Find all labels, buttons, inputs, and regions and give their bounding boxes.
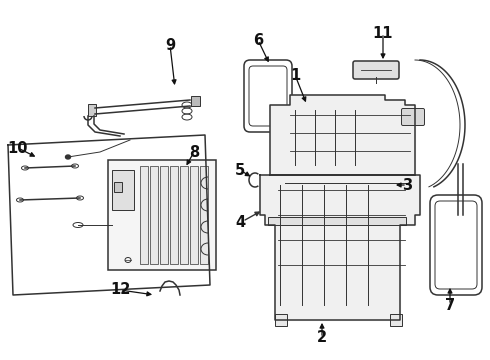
Text: 4: 4 <box>235 215 245 230</box>
FancyBboxPatch shape <box>401 108 424 126</box>
Bar <box>112 170 134 210</box>
Polygon shape <box>260 175 420 320</box>
Bar <box>268 217 406 225</box>
Bar <box>88 104 96 116</box>
Bar <box>170 166 178 264</box>
Text: 11: 11 <box>373 26 393 41</box>
Bar <box>390 314 402 326</box>
Bar <box>191 96 200 106</box>
Text: 9: 9 <box>165 37 175 53</box>
Bar <box>150 166 158 264</box>
Bar <box>160 166 168 264</box>
Text: 10: 10 <box>8 140 28 156</box>
Text: 12: 12 <box>110 283 130 297</box>
Text: 2: 2 <box>317 330 327 346</box>
Text: 5: 5 <box>235 162 245 177</box>
Bar <box>190 166 198 264</box>
Text: 3: 3 <box>402 177 412 193</box>
Text: 7: 7 <box>445 297 455 312</box>
Bar <box>114 182 122 192</box>
Text: 6: 6 <box>253 32 263 48</box>
Bar <box>180 166 188 264</box>
Bar <box>200 166 208 264</box>
Bar <box>140 166 148 264</box>
Bar <box>108 160 216 270</box>
Bar <box>275 314 287 326</box>
Text: 8: 8 <box>189 144 199 159</box>
FancyBboxPatch shape <box>353 61 399 79</box>
Ellipse shape <box>66 155 71 159</box>
Polygon shape <box>270 95 415 175</box>
Text: 1: 1 <box>290 68 300 82</box>
